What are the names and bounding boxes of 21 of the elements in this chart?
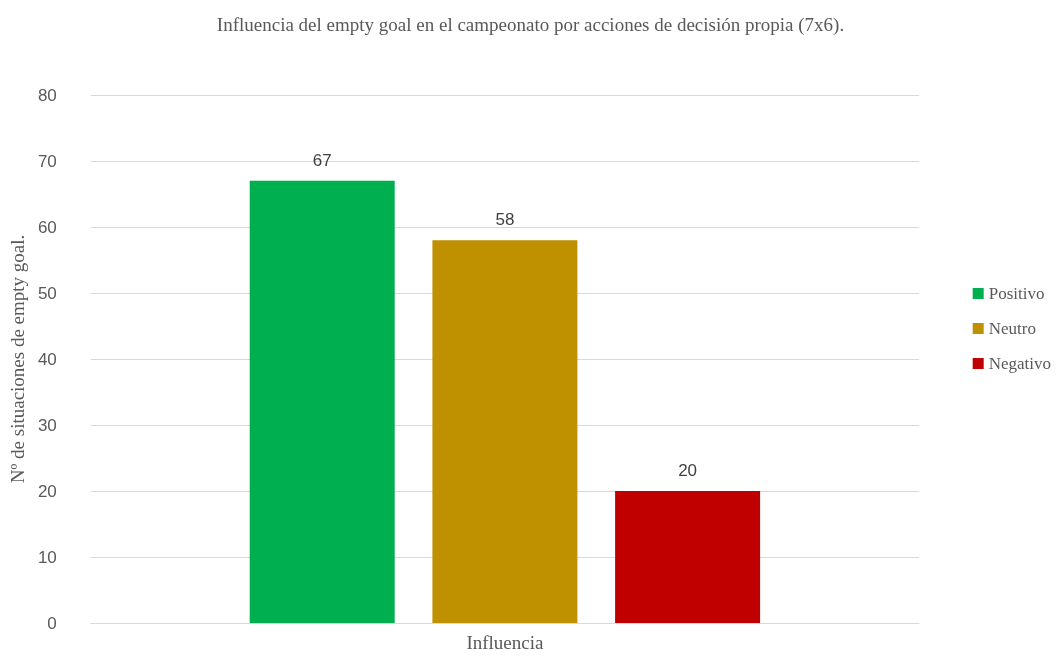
legend-label: Neutro bbox=[988, 319, 1036, 338]
y-tick-label: 20 bbox=[37, 481, 57, 501]
y-tick-label: 40 bbox=[37, 349, 57, 369]
y-tick-label: 70 bbox=[37, 151, 57, 171]
y-tick-label: 0 bbox=[47, 613, 57, 633]
y-tick-label: 10 bbox=[37, 547, 57, 567]
bar bbox=[615, 491, 761, 623]
legend-label: Positivo bbox=[988, 284, 1045, 303]
x-tick-label: Influencia bbox=[466, 632, 544, 653]
legend-label: Negativo bbox=[988, 354, 1052, 373]
y-tick-label: 60 bbox=[37, 217, 57, 237]
bar bbox=[249, 180, 395, 623]
y-axis-title: Nº de situaciones de empty goal. bbox=[7, 234, 28, 484]
data-label: 58 bbox=[495, 210, 515, 230]
data-label: 67 bbox=[312, 150, 332, 170]
y-tick-label: 30 bbox=[37, 415, 57, 435]
chart-title: Influencia del empty goal en el campeonato por acciones de decisión propia (7x6). bbox=[216, 13, 845, 36]
y-tick-label: 50 bbox=[37, 283, 57, 303]
bar bbox=[432, 240, 578, 623]
data-label: 20 bbox=[678, 461, 698, 480]
y-tick-label: 80 bbox=[37, 85, 57, 105]
